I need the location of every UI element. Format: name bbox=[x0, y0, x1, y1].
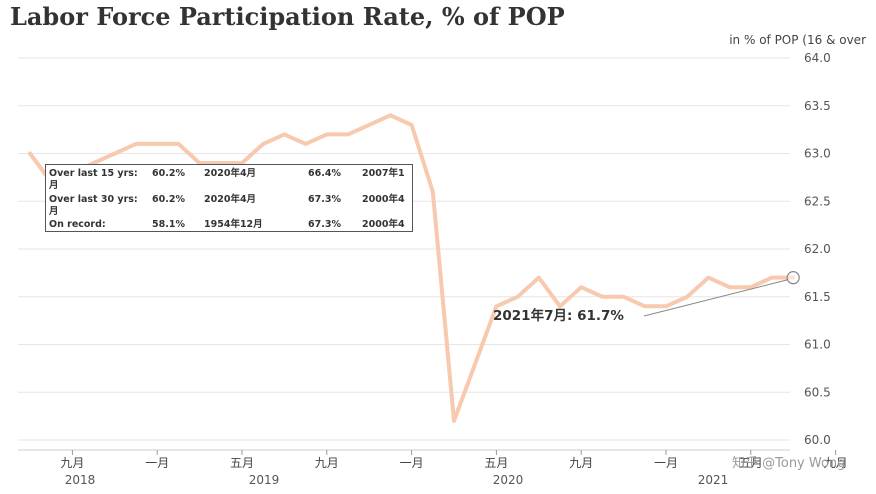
data-point bbox=[452, 419, 456, 423]
x-tick-label: 一月 bbox=[654, 456, 678, 470]
data-point bbox=[664, 304, 668, 308]
x-year-label: 2019 bbox=[249, 473, 280, 487]
data-point bbox=[155, 142, 159, 146]
y-tick-label: 62.5 bbox=[804, 194, 831, 208]
stats-cell-label: On record: bbox=[49, 219, 106, 230]
stats-cell-max-date: 2007年1 bbox=[362, 168, 405, 179]
data-point bbox=[304, 142, 308, 146]
stats-cell-max-date: 2000年4 bbox=[362, 219, 405, 230]
data-point bbox=[516, 295, 520, 299]
series-line bbox=[28, 113, 796, 423]
x-tick-label: 九月 bbox=[824, 456, 848, 470]
data-point bbox=[537, 276, 541, 280]
data-point bbox=[198, 161, 202, 165]
x-tick-label: 九月 bbox=[315, 456, 339, 470]
stats-cell-min-date: 2020年4月 bbox=[204, 194, 257, 205]
y-tick-label: 64.0 bbox=[804, 51, 831, 65]
data-point bbox=[219, 161, 223, 165]
y-tick-label: 61.0 bbox=[804, 338, 831, 352]
stats-cell-label: Over last 30 yrs: bbox=[49, 194, 138, 205]
stats-cell-min-date: 1954年12月 bbox=[204, 219, 263, 230]
x-year-label: 2018 bbox=[65, 473, 96, 487]
data-point bbox=[113, 152, 117, 155]
data-point bbox=[261, 142, 265, 146]
data-point bbox=[558, 304, 562, 308]
x-tick-label: 五月 bbox=[484, 456, 508, 470]
data-point bbox=[28, 152, 32, 155]
data-point bbox=[388, 113, 392, 117]
stats-cell-max: 67.3% bbox=[308, 219, 341, 230]
annotation-label: 2021年7月: 61.7% bbox=[493, 307, 624, 324]
x-year-label: 2021 bbox=[698, 473, 729, 487]
stats-cell-min: 60.2% bbox=[152, 168, 185, 179]
x-tick-label: 一月 bbox=[400, 456, 424, 470]
data-point bbox=[600, 295, 604, 299]
data-point bbox=[770, 276, 774, 280]
annotation-marker bbox=[786, 271, 800, 285]
stats-cell-max: 67.3% bbox=[308, 194, 341, 205]
data-point bbox=[494, 304, 498, 308]
y-tick-label: 60.0 bbox=[804, 433, 831, 447]
data-point bbox=[749, 285, 753, 289]
y-axis-unit-label: in % of POP (16 & over bbox=[729, 33, 866, 47]
y-tick-label: 62.0 bbox=[804, 242, 831, 256]
data-point bbox=[622, 295, 626, 299]
data-point bbox=[282, 132, 286, 136]
stats-cell-max-date: 2000年4 bbox=[362, 194, 405, 205]
y-tick-label: 63.0 bbox=[804, 147, 831, 161]
stats-cell-label: Over last 15 yrs: bbox=[49, 168, 138, 179]
y-tick-label: 61.5 bbox=[804, 290, 831, 304]
stats-cell-min-date: 2020年4月 bbox=[204, 168, 257, 179]
data-point bbox=[346, 132, 350, 136]
data-point bbox=[92, 161, 96, 165]
data-point bbox=[473, 362, 477, 366]
data-point bbox=[431, 190, 435, 194]
stats-cell-wrap: 月 bbox=[49, 180, 59, 191]
data-point bbox=[410, 123, 414, 127]
annotation-leader-line bbox=[643, 279, 789, 317]
x-year-label: 2020 bbox=[493, 473, 524, 487]
stats-summary-box: Over last 15 yrs: 60.2% 2020年4月 66.4% 2007年1… bbox=[45, 164, 413, 232]
data-point bbox=[176, 142, 180, 146]
y-tick-label: 63.5 bbox=[804, 99, 831, 113]
chart-title: Labor Force Participation Rate, % of POP bbox=[10, 2, 565, 31]
data-point bbox=[240, 161, 244, 165]
data-point bbox=[685, 295, 689, 299]
data-point bbox=[706, 276, 710, 280]
x-tick-label: 五月 bbox=[230, 456, 254, 470]
y-tick-label: 60.5 bbox=[804, 385, 831, 399]
data-point bbox=[367, 123, 371, 127]
x-tick-label: 九月 bbox=[569, 456, 593, 470]
stats-cell-wrap: 月 bbox=[49, 206, 59, 217]
stats-cell-max: 66.4% bbox=[308, 168, 341, 179]
x-tick-label: 九月 bbox=[60, 456, 84, 470]
x-tick-label: 一月 bbox=[145, 456, 169, 470]
data-point bbox=[728, 285, 732, 289]
x-tick-label: 五月 bbox=[739, 456, 763, 470]
data-point bbox=[643, 304, 647, 308]
data-point bbox=[579, 285, 583, 289]
data-point bbox=[325, 132, 329, 136]
stats-cell-min: 58.1% bbox=[152, 219, 185, 230]
data-point bbox=[134, 142, 138, 146]
stats-cell-min: 60.2% bbox=[152, 194, 185, 205]
watermark: 知乎 @Tony Wong bbox=[732, 456, 846, 471]
